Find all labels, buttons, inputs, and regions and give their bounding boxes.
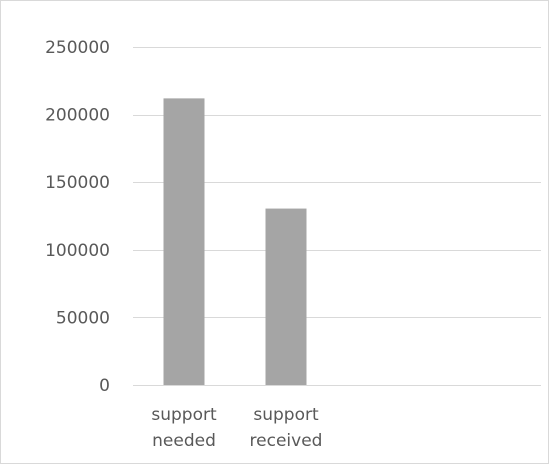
x-category-label-line: support (253, 405, 319, 425)
x-category-label-line: support (151, 405, 217, 425)
y-tick-label: 250000 (45, 38, 110, 58)
x-category-label: support needed (151, 405, 217, 451)
y-tick-label: 0 (99, 376, 110, 396)
bars (163, 98, 307, 385)
x-category-label-line: received (250, 431, 323, 451)
bar (265, 208, 307, 385)
x-category-label: support received (250, 405, 323, 451)
y-tick-label: 200000 (45, 106, 110, 126)
x-axis-category-labels: support needed support received (151, 405, 322, 451)
y-axis-tick-labels: 0 50000 100000 150000 200000 250000 (45, 38, 110, 396)
bar (163, 98, 205, 385)
y-tick-label: 150000 (45, 173, 110, 193)
y-tick-label: 100000 (45, 241, 110, 261)
x-category-label-line: needed (152, 431, 216, 451)
y-tick-label: 50000 (56, 308, 110, 328)
